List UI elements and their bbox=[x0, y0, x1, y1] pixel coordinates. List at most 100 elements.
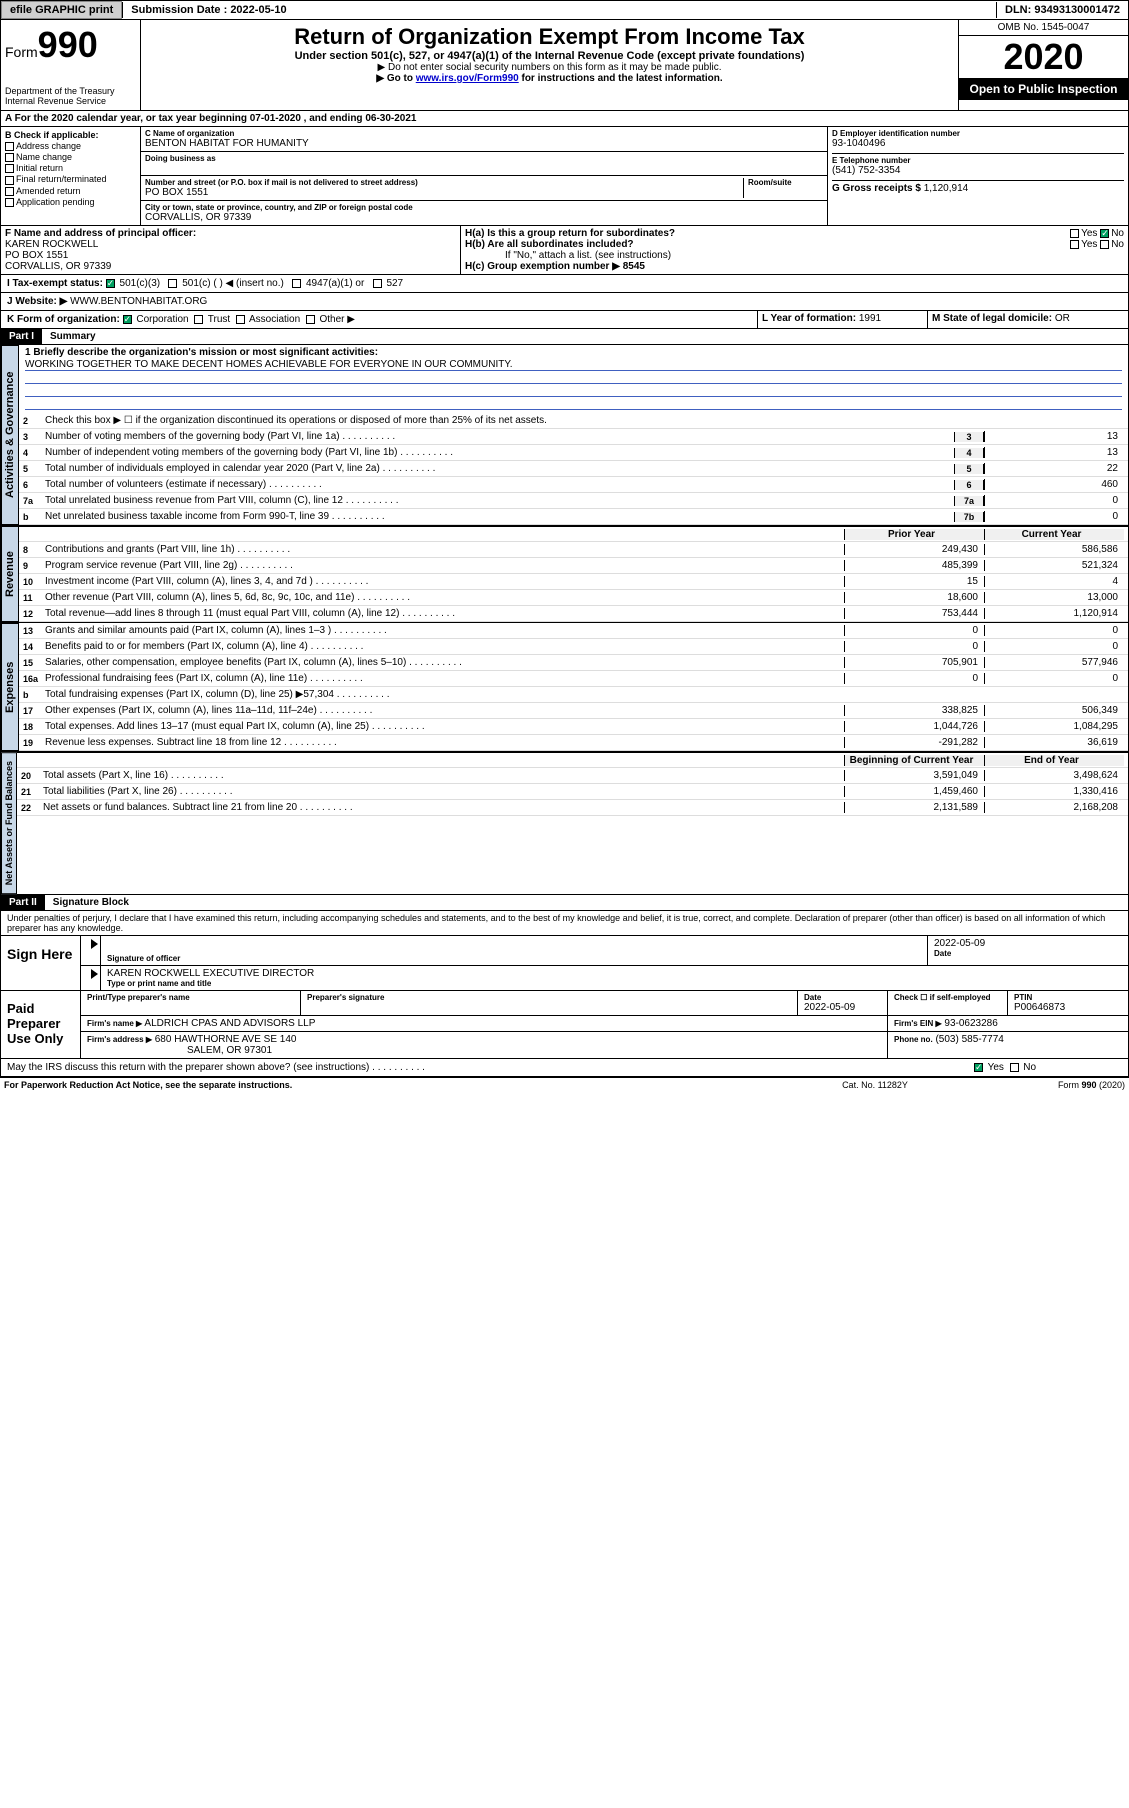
section-f-h: F Name and address of principal officer:… bbox=[0, 226, 1129, 275]
arrow-icon bbox=[91, 969, 98, 979]
summary-line-8: 8 Contributions and grants (Part VIII, l… bbox=[19, 542, 1128, 558]
summary-line-4: 4 Number of independent voting members o… bbox=[19, 445, 1128, 461]
summary-line-12: 12 Total revenue—add lines 8 through 11 … bbox=[19, 606, 1128, 622]
form-subtitle: Under section 501(c), 527, or 4947(a)(1)… bbox=[145, 50, 954, 62]
dln: DLN: 93493130001472 bbox=[996, 2, 1128, 18]
summary-line-b: b Total fundraising expenses (Part IX, c… bbox=[19, 687, 1128, 703]
section-d-e-g: D Employer identification number 93-1040… bbox=[828, 127, 1128, 225]
website-url: WWW.BENTONHABITAT.ORG bbox=[70, 296, 207, 307]
summary-revenue: Revenue Prior Year Current Year 8 Contri… bbox=[0, 526, 1129, 623]
ptin: P00646873 bbox=[1014, 1002, 1122, 1013]
firm-phone: (503) 585-7774 bbox=[935, 1034, 1003, 1045]
summary-line-10: 10 Investment income (Part VIII, column … bbox=[19, 574, 1128, 590]
arrow-icon bbox=[91, 939, 98, 949]
group-exemption: H(c) Group exemption number ▶ 8545 bbox=[465, 261, 1124, 272]
cb-trust[interactable] bbox=[194, 315, 203, 324]
checkbox-name-change[interactable] bbox=[5, 153, 14, 162]
vtab-revenue: Revenue bbox=[1, 526, 19, 622]
officer-sig-name: KAREN ROCKWELL EXECUTIVE DIRECTOR bbox=[107, 968, 1122, 979]
hb-no[interactable] bbox=[1100, 240, 1109, 249]
summary-line-5: 5 Total number of individuals employed i… bbox=[19, 461, 1128, 477]
cb-corp[interactable] bbox=[123, 315, 132, 324]
section-i-tax-status: I Tax-exempt status: 501(c)(3) 501(c) ( … bbox=[0, 275, 1129, 293]
ha-yes[interactable] bbox=[1070, 229, 1079, 238]
summary-line-19: 19 Revenue less expenses. Subtract line … bbox=[19, 735, 1128, 751]
page-footer: For Paperwork Reduction Act Notice, see … bbox=[0, 1077, 1129, 1092]
summary-line-9: 9 Program service revenue (Part VIII, li… bbox=[19, 558, 1128, 574]
summary-line-21: 21 Total liabilities (Part X, line 26) 1… bbox=[17, 784, 1128, 800]
summary-line-6: 6 Total number of volunteers (estimate i… bbox=[19, 477, 1128, 493]
discuss-yes[interactable] bbox=[974, 1063, 983, 1072]
form-number: Form990 bbox=[5, 24, 136, 66]
org-name: BENTON HABITAT FOR HUMANITY bbox=[145, 138, 823, 149]
state-domicile: OR bbox=[1055, 313, 1070, 324]
checkbox-address-change[interactable] bbox=[5, 142, 14, 151]
cb-assoc[interactable] bbox=[236, 315, 245, 324]
section-c: C Name of organization BENTON HABITAT FO… bbox=[141, 127, 828, 225]
discuss-no[interactable] bbox=[1010, 1063, 1019, 1072]
vtab-expenses: Expenses bbox=[1, 623, 19, 751]
efile-print-button[interactable]: efile GRAPHIC print bbox=[1, 1, 122, 19]
top-bar: efile GRAPHIC print Submission Date : 20… bbox=[0, 0, 1129, 20]
line-a-tax-year: A For the 2020 calendar year, or tax yea… bbox=[0, 111, 1129, 127]
checkbox-app-pending[interactable] bbox=[5, 198, 14, 207]
cb-527[interactable] bbox=[373, 279, 382, 288]
summary-line-11: 11 Other revenue (Part VIII, column (A),… bbox=[19, 590, 1128, 606]
discuss-row: May the IRS discuss this return with the… bbox=[0, 1059, 1129, 1077]
summary-line-20: 20 Total assets (Part X, line 16) 3,591,… bbox=[17, 768, 1128, 784]
vtab-net-assets: Net Assets or Fund Balances bbox=[1, 752, 17, 894]
officer-name: KAREN ROCKWELL bbox=[5, 239, 456, 250]
summary-line-7a: 7a Total unrelated business revenue from… bbox=[19, 493, 1128, 509]
sign-here-section: Sign Here Signature of officer 2022-05-0… bbox=[0, 936, 1129, 991]
part-i-header: Part I Summary bbox=[0, 329, 1129, 345]
summary-line-17: 17 Other expenses (Part IX, column (A), … bbox=[19, 703, 1128, 719]
checkbox-initial-return[interactable] bbox=[5, 164, 14, 173]
summary-expenses: Expenses 13 Grants and similar amounts p… bbox=[0, 623, 1129, 752]
perjury-statement: Under penalties of perjury, I declare th… bbox=[0, 911, 1129, 936]
form990-link[interactable]: www.irs.gov/Form990 bbox=[416, 73, 519, 84]
part-ii-header: Part II Signature Block bbox=[0, 895, 1129, 911]
section-klm: K Form of organization: Corporation Trus… bbox=[0, 311, 1129, 329]
mission-text: WORKING TOGETHER TO MAKE DECENT HOMES AC… bbox=[25, 359, 1122, 371]
section-j-website: J Website: ▶ WWW.BENTONHABITAT.ORG bbox=[0, 293, 1129, 311]
section-b-checkboxes: B Check if applicable: Address change Na… bbox=[1, 127, 141, 225]
dept-treasury: Department of the Treasury Internal Reve… bbox=[5, 86, 136, 106]
summary-net-assets: Net Assets or Fund Balances Beginning of… bbox=[0, 752, 1129, 895]
form-header: Form990 Department of the Treasury Inter… bbox=[0, 20, 1129, 111]
firm-name: ALDRICH CPAS AND ADVISORS LLP bbox=[144, 1018, 315, 1029]
ha-no[interactable] bbox=[1100, 229, 1109, 238]
checkbox-final-return[interactable] bbox=[5, 176, 14, 185]
telephone: (541) 752-3354 bbox=[832, 165, 1124, 176]
form-note-link: ▶ Go to www.irs.gov/Form990 for instruct… bbox=[145, 73, 954, 84]
form-title: Return of Organization Exempt From Incom… bbox=[145, 24, 954, 50]
paid-preparer-section: Paid Preparer Use Only Print/Type prepar… bbox=[0, 991, 1129, 1059]
omb-number: OMB No. 1545-0047 bbox=[959, 20, 1128, 36]
gross-receipts: 1,120,914 bbox=[924, 183, 969, 194]
year-formation: 1991 bbox=[859, 313, 881, 324]
summary-line-22: 22 Net assets or fund balances. Subtract… bbox=[17, 800, 1128, 816]
firm-ein: 93-0623286 bbox=[944, 1018, 997, 1029]
summary-line-13: 13 Grants and similar amounts paid (Part… bbox=[19, 623, 1128, 639]
submission-date: Submission Date : 2022-05-10 bbox=[122, 2, 294, 18]
org-address: PO BOX 1551 bbox=[145, 187, 743, 198]
form-990-link: Form 990 (2020) bbox=[975, 1080, 1125, 1090]
cb-4947[interactable] bbox=[292, 279, 301, 288]
tax-year: 2020 bbox=[959, 36, 1128, 78]
cb-other[interactable] bbox=[306, 315, 315, 324]
open-public-badge: Open to Public Inspection bbox=[959, 78, 1128, 100]
hb-yes[interactable] bbox=[1070, 240, 1079, 249]
summary-governance: Activities & Governance 1 Briefly descri… bbox=[0, 345, 1129, 526]
section-h: H(a) Is this a group return for subordin… bbox=[461, 226, 1128, 274]
ein: 93-1040496 bbox=[832, 138, 1124, 149]
checkbox-amended[interactable] bbox=[5, 187, 14, 196]
summary-line-18: 18 Total expenses. Add lines 13–17 (must… bbox=[19, 719, 1128, 735]
summary-line-16a: 16a Professional fundraising fees (Part … bbox=[19, 671, 1128, 687]
cb-501c3[interactable] bbox=[106, 279, 115, 288]
summary-line-15: 15 Salaries, other compensation, employe… bbox=[19, 655, 1128, 671]
summary-line-b: b Net unrelated business taxable income … bbox=[19, 509, 1128, 525]
org-info-block: B Check if applicable: Address change Na… bbox=[0, 127, 1129, 226]
cb-501c[interactable] bbox=[168, 279, 177, 288]
org-city: CORVALLIS, OR 97339 bbox=[145, 212, 823, 223]
vtab-governance: Activities & Governance bbox=[1, 345, 19, 525]
form-note-ssn: ▶ Do not enter social security numbers o… bbox=[145, 62, 954, 73]
